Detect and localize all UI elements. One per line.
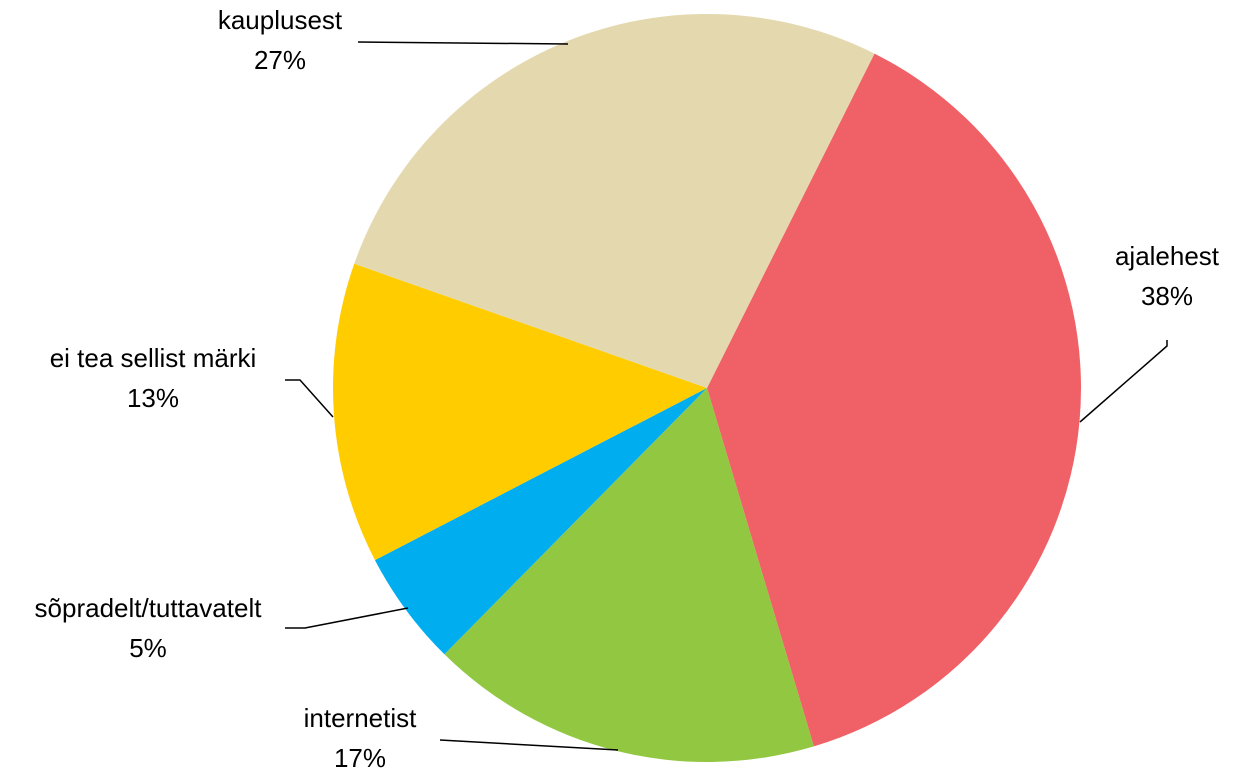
slice-value-label: 5%	[129, 633, 167, 663]
leader-line	[1079, 340, 1168, 423]
pie-slice	[354, 13, 875, 389]
pie-slice	[332, 263, 707, 561]
pie-slice	[374, 388, 707, 655]
pie-slice	[444, 388, 814, 763]
slice-label: sõpradelt/tuttavatelt	[35, 593, 263, 623]
slice-label: ei tea sellist märki	[50, 343, 257, 373]
leader-line	[285, 607, 409, 629]
slice-label: internetist	[304, 703, 417, 733]
slice-value-label: 38%	[1141, 281, 1193, 311]
pie-slice	[707, 53, 1081, 747]
leader-line	[285, 379, 334, 418]
slice-value-label: 27%	[254, 45, 306, 75]
leader-line	[439, 739, 619, 751]
slice-value-label: 13%	[127, 383, 179, 413]
slice-label: kauplusest	[218, 5, 343, 35]
slice-label: ajalehest	[1115, 241, 1220, 271]
leader-line	[357, 41, 569, 45]
slice-value-label: 17%	[334, 743, 386, 773]
